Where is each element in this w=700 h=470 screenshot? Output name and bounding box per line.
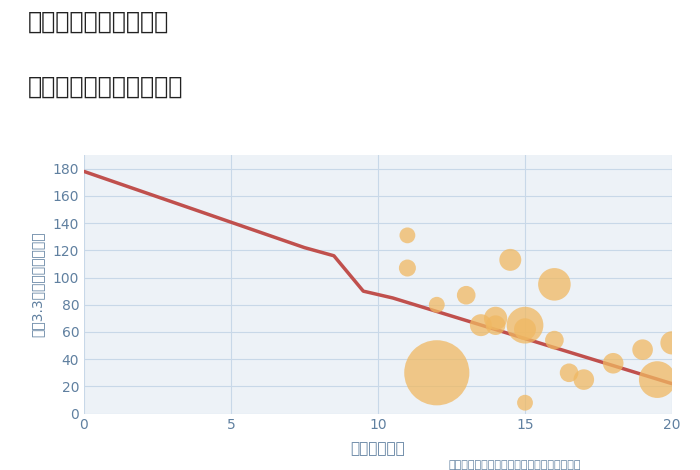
X-axis label: 駅距離（分）: 駅距離（分） bbox=[351, 441, 405, 456]
Point bbox=[519, 321, 531, 329]
Point bbox=[608, 360, 619, 367]
Y-axis label: 坪（3.3㎡）単価（万円）: 坪（3.3㎡）単価（万円） bbox=[30, 232, 44, 337]
Point bbox=[402, 264, 413, 272]
Point bbox=[490, 314, 501, 322]
Point bbox=[637, 346, 648, 353]
Text: 駅距離別中古戸建て価格: 駅距離別中古戸建て価格 bbox=[28, 75, 183, 99]
Point bbox=[564, 369, 575, 376]
Point bbox=[475, 321, 486, 329]
Point bbox=[461, 291, 472, 299]
Point bbox=[431, 369, 442, 376]
Point bbox=[578, 376, 589, 384]
Point bbox=[549, 281, 560, 288]
Point bbox=[490, 321, 501, 329]
Point bbox=[519, 399, 531, 407]
Point bbox=[431, 301, 442, 308]
Point bbox=[519, 326, 531, 333]
Point bbox=[652, 376, 663, 384]
Text: 円の大きさは、取引のあった物件面積を示す: 円の大きさは、取引のあった物件面積を示す bbox=[449, 460, 581, 470]
Point bbox=[402, 232, 413, 239]
Point bbox=[549, 337, 560, 344]
Point bbox=[505, 256, 516, 264]
Point bbox=[666, 339, 678, 346]
Text: 大阪府枚方市小倉町の: 大阪府枚方市小倉町の bbox=[28, 9, 169, 33]
